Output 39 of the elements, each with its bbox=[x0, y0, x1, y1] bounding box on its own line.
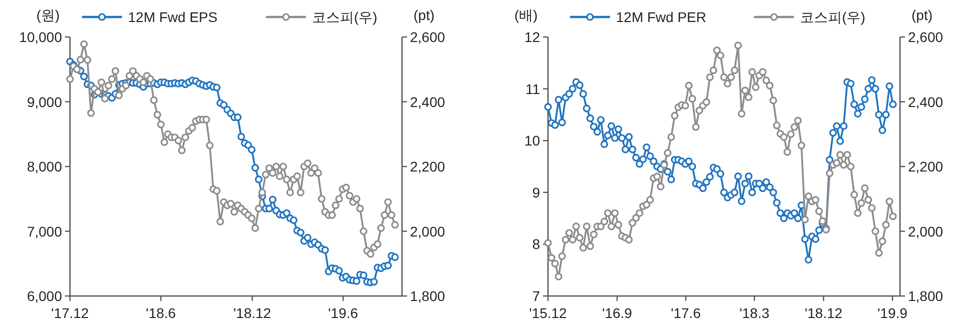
x-tick-label: '17.12 bbox=[51, 305, 90, 321]
y2-tick-label: 2,600 bbox=[410, 29, 446, 45]
y-axis-title: (원) bbox=[36, 7, 60, 23]
y-tick-label: 12 bbox=[524, 29, 540, 45]
x-tick-label: '19.6 bbox=[328, 305, 358, 321]
y2-tick-label: 2,400 bbox=[908, 94, 944, 110]
legend-label: 코스피(우) bbox=[800, 9, 866, 25]
y2-axis-title: (pt) bbox=[414, 7, 434, 23]
y-tick-label: 9,000 bbox=[26, 94, 62, 110]
y2-tick-label: 2,600 bbox=[908, 29, 944, 45]
legend-label: 12M Fwd PER bbox=[616, 9, 706, 25]
x-tick-label: '18.3 bbox=[739, 305, 770, 321]
x-tick-label: '18.12 bbox=[804, 305, 843, 321]
y-tick-label: 6,000 bbox=[26, 288, 62, 304]
y-tick-label: 10,000 bbox=[19, 29, 62, 45]
legend-label: 코스피(우) bbox=[312, 9, 378, 25]
y2-tick-label: 2,400 bbox=[410, 94, 446, 110]
y2-tick-label: 2,000 bbox=[410, 223, 446, 240]
x-tick-label: '15.12 bbox=[529, 305, 568, 321]
y2-axis-title: (pt) bbox=[912, 7, 932, 23]
y-tick-label: 7,000 bbox=[26, 223, 62, 240]
legend-label: 12M Fwd EPS bbox=[128, 9, 218, 25]
y2-tick-label: 1,800 bbox=[908, 288, 944, 304]
y2-tick-label: 2,200 bbox=[908, 158, 944, 174]
y-tick-label: 8 bbox=[532, 236, 540, 252]
x-tick-label: '18.6 bbox=[146, 305, 176, 321]
y2-tick-label: 2,200 bbox=[410, 158, 446, 174]
x-tick-label: '18.12 bbox=[233, 305, 272, 321]
y2-tick-label: 2,000 bbox=[908, 223, 944, 240]
x-tick-label: '19.9 bbox=[877, 305, 908, 321]
y2-tick-label: 1,800 bbox=[410, 288, 446, 304]
y-tick-label: 11 bbox=[525, 80, 540, 97]
y-tick-label: 9 bbox=[532, 184, 540, 200]
y-tick-label: 7 bbox=[532, 288, 540, 304]
y-tick-label: 10 bbox=[524, 132, 540, 149]
y-tick-label: 8,000 bbox=[26, 158, 62, 174]
x-tick-label: '16.9 bbox=[602, 305, 632, 321]
y-axis-title: (배) bbox=[514, 7, 538, 23]
x-tick-label: '17.6 bbox=[670, 305, 701, 321]
